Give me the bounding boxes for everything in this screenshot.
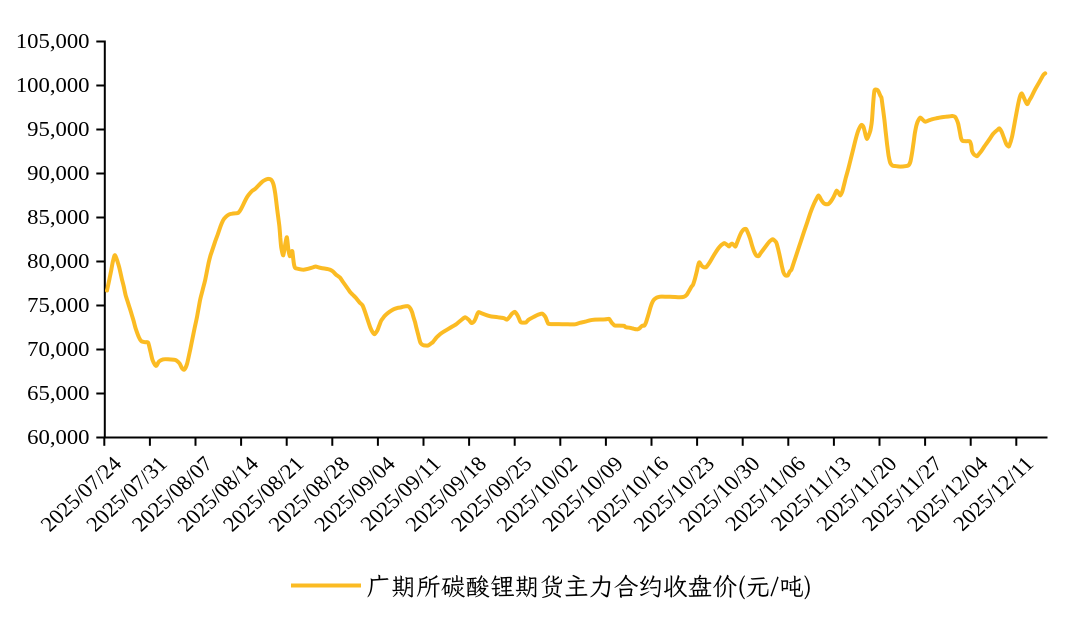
svg-text:60,000: 60,000 [27,426,89,449]
svg-text:65,000: 65,000 [27,382,89,405]
svg-text:80,000: 80,000 [27,250,89,273]
svg-text:90,000: 90,000 [27,162,89,185]
svg-text:85,000: 85,000 [27,206,89,229]
svg-text:75,000: 75,000 [27,294,89,317]
svg-text:95,000: 95,000 [27,118,89,141]
svg-text:70,000: 70,000 [27,338,89,361]
svg-text:100,000: 100,000 [16,74,90,97]
svg-text:105,000: 105,000 [16,30,90,53]
